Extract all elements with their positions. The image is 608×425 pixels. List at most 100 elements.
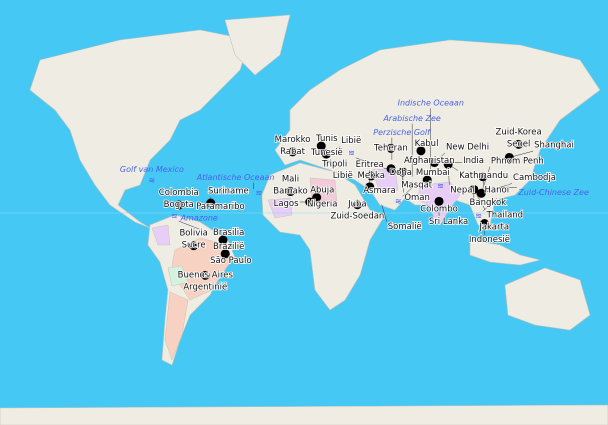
sea-label: Indische Oceaan: [398, 99, 464, 108]
city-label: Juba: [347, 200, 367, 210]
marker-dot[interactable]: [386, 143, 396, 153]
country-argentinie: [164, 291, 189, 361]
city-label: Kathmandu: [459, 171, 508, 181]
marker-dot[interactable]: [200, 270, 210, 280]
sea-label: Perzische Golf: [373, 128, 431, 137]
city-label: Brasilia: [213, 228, 244, 238]
city-label: Teheran: [373, 143, 408, 153]
sea-label: Golf van Mexico: [120, 165, 184, 174]
marker-dot[interactable]: [429, 158, 439, 168]
city-label: Mekka: [358, 171, 385, 181]
label-leader-line: [402, 187, 413, 197]
country-label: Nigeria: [307, 199, 337, 209]
marker-dot[interactable]: [443, 159, 453, 169]
city-label: Paramaribo: [196, 202, 245, 212]
city-label: Asmara: [363, 186, 395, 196]
indonesia: [469, 239, 541, 266]
marker-dot[interactable]: [366, 171, 376, 181]
city-label: Masqat: [401, 181, 433, 191]
country-colombia: [151, 224, 171, 246]
city-label: Sucre: [182, 241, 206, 251]
country-label: Brazilië: [213, 242, 244, 252]
city-label: Abuja: [310, 186, 334, 196]
marker-dot[interactable]: [434, 196, 444, 206]
country-label: Mali: [282, 175, 299, 185]
city-label: São Paulo: [210, 256, 251, 266]
country-label: Sri Lanka: [429, 217, 468, 227]
label-leader-line: [482, 198, 497, 212]
country-label: Eritrea: [356, 160, 384, 170]
marker-dot[interactable]: [352, 200, 362, 210]
country-label: Tunesië: [310, 148, 343, 158]
water-icon: ≋: [348, 148, 355, 157]
country-label: Bolivia: [179, 229, 207, 239]
city-label: Seoel: [507, 139, 530, 149]
marker-dot[interactable]: [479, 218, 489, 228]
marker-dot[interactable]: [514, 139, 524, 149]
city-label: Bogota: [164, 200, 194, 210]
antarctica: [0, 404, 608, 425]
water-icon: ≋: [256, 189, 263, 198]
marker-dot[interactable]: [398, 167, 408, 177]
marker-dot[interactable]: [312, 193, 322, 203]
europe-asia: [274, 39, 601, 226]
marker-dot[interactable]: [365, 182, 375, 192]
city-label: Shanghai: [534, 141, 574, 151]
marker-dot[interactable]: [422, 175, 432, 185]
water-icon: ≋: [149, 176, 156, 185]
marker-dot[interactable]: [504, 152, 514, 162]
marker-dot[interactable]: [218, 235, 228, 245]
marker-dot[interactable]: [174, 200, 184, 210]
marker-dot[interactable]: [189, 241, 199, 251]
country-label: Cambodja: [513, 173, 556, 183]
marker-dot[interactable]: [478, 172, 488, 182]
australia: [504, 267, 591, 331]
country-label: Oman: [404, 193, 430, 203]
sea-label: Zuid-Chinese Zee: [517, 188, 589, 197]
country-label: Libië: [333, 171, 353, 181]
marker-dot[interactable]: [416, 146, 426, 156]
greenland: [224, 14, 291, 76]
country-label: Nepal: [450, 185, 475, 195]
marker-dot[interactable]: [316, 141, 326, 151]
marker-dot[interactable]: [288, 147, 298, 157]
marker-dot[interactable]: [321, 149, 331, 159]
africa: [261, 162, 386, 311]
landmasses: [0, 14, 608, 425]
city-label: Doha: [390, 168, 412, 178]
label-leader-line: [481, 183, 513, 194]
marker-dot[interactable]: [206, 198, 216, 208]
country-label: Zuid-Korea: [496, 127, 542, 137]
marker-dot[interactable]: [386, 164, 396, 174]
marker-dot[interactable]: [285, 187, 295, 197]
sea-label: Amazone: [180, 214, 218, 223]
marker-dot[interactable]: [305, 197, 315, 207]
country-label: Suriname: [208, 187, 249, 197]
water-icon: ≋: [395, 197, 402, 206]
country-label: Somalië: [388, 222, 422, 232]
label-leader-line: [178, 220, 200, 230]
country-label: Argentinië: [183, 282, 227, 292]
city-label: Rabat: [280, 147, 306, 157]
country-label: Colombia: [159, 188, 199, 198]
city-label: Bangkok: [470, 198, 507, 208]
marker-dot[interactable]: [476, 188, 486, 198]
label-leader-line: [381, 204, 387, 222]
marker-dot[interactable]: [220, 249, 230, 259]
country-label: Zuid-Soedan: [330, 212, 384, 222]
city-markers[interactable]: [174, 139, 524, 280]
city-label: Tunis: [315, 134, 338, 144]
country-bolivia: [167, 265, 189, 287]
sea-label: Arabische Zee: [382, 114, 440, 123]
water-icon: ≋: [171, 212, 178, 221]
city-label: Buenos Aires: [178, 270, 234, 280]
city-label: Phnom Penh: [491, 156, 544, 166]
marker-dot[interactable]: [469, 184, 479, 194]
country-label: Afghanistan: [404, 156, 455, 166]
city-label: Jakarta: [478, 222, 509, 232]
country-label: India: [463, 156, 484, 166]
country-label: Thailand: [486, 210, 524, 220]
city-label: Lagos: [274, 199, 300, 209]
